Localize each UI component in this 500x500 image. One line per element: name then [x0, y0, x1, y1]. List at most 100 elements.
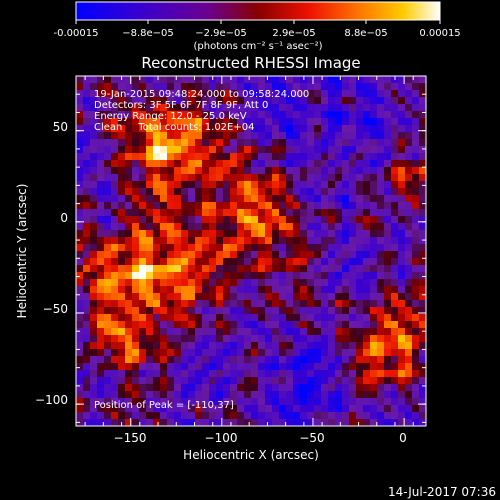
heatmap-cell	[209, 356, 217, 364]
heatmap-cell	[251, 258, 259, 266]
heatmap-cell	[377, 237, 385, 245]
heatmap-cell	[160, 76, 168, 84]
heatmap-cell	[237, 104, 245, 112]
heatmap-cell	[104, 251, 112, 259]
heatmap-cell	[405, 195, 413, 203]
heatmap-cell	[244, 363, 252, 371]
heatmap-cell	[356, 398, 364, 406]
heatmap-cell	[335, 153, 343, 161]
heatmap-cell	[272, 146, 280, 154]
heatmap-cell	[146, 412, 154, 420]
heatmap-cell	[272, 314, 280, 322]
heatmap-cell	[188, 398, 196, 406]
heatmap-cell	[209, 188, 217, 196]
heatmap-cell	[377, 335, 385, 343]
heatmap-cell	[419, 272, 426, 280]
heatmap-cell	[265, 90, 273, 98]
heatmap-cell	[160, 139, 168, 147]
heatmap-cell	[279, 83, 287, 91]
heatmap-cell	[167, 356, 175, 364]
heatmap-cell	[83, 265, 91, 273]
heatmap-cell	[174, 237, 182, 245]
heatmap-cell	[216, 328, 224, 336]
heatmap-cell	[286, 132, 294, 140]
heatmap-cell	[258, 419, 266, 426]
heatmap-cell	[202, 83, 210, 91]
heatmap-cell	[405, 90, 413, 98]
heatmap-cell	[272, 251, 280, 259]
heatmap-cell	[216, 125, 224, 133]
heatmap-cell	[132, 195, 140, 203]
heatmap-cell	[328, 118, 336, 126]
heatmap-cell	[181, 195, 189, 203]
heatmap-cell	[174, 174, 182, 182]
heatmap-cell	[321, 132, 329, 140]
heatmap-cell	[335, 356, 343, 364]
heatmap-cell	[251, 104, 259, 112]
heatmap-cell	[104, 349, 112, 357]
heatmap-cell	[349, 272, 357, 280]
heatmap-cell	[300, 307, 308, 315]
heatmap-cell	[125, 258, 133, 266]
heatmap-cell	[90, 174, 98, 182]
heatmap-cell	[286, 237, 294, 245]
heatmap-cell	[419, 209, 426, 217]
heatmap-cell	[265, 265, 273, 273]
heatmap-cell	[370, 146, 378, 154]
heatmap-cell	[216, 349, 224, 357]
heatmap-cell	[251, 244, 259, 252]
heatmap-cell	[237, 356, 245, 364]
colorbar-gradient	[75, 1, 441, 21]
heatmap-cell	[328, 244, 336, 252]
heatmap-cell	[370, 377, 378, 385]
heatmap-cell	[181, 251, 189, 259]
heatmap-cell	[342, 230, 350, 238]
heatmap-cell	[216, 223, 224, 231]
heatmap-cell	[202, 272, 210, 280]
heatmap-cell	[405, 335, 413, 343]
heatmap-cell	[279, 104, 287, 112]
heatmap-cell	[174, 76, 182, 84]
heatmap-cell	[286, 405, 294, 413]
heatmap-cell	[223, 419, 231, 426]
heatmap-cell	[139, 237, 147, 245]
heatmap-cell	[286, 111, 294, 119]
heatmap-cell	[111, 377, 119, 385]
heatmap-cell	[139, 230, 147, 238]
heatmap-cell	[293, 244, 301, 252]
heatmap-cell	[391, 202, 399, 210]
heatmap-cell	[223, 244, 231, 252]
heatmap-cell	[125, 195, 133, 203]
heatmap-cell	[363, 90, 371, 98]
heatmap-cell	[132, 83, 140, 91]
heatmap-cell	[195, 181, 203, 189]
heatmap-cell	[237, 293, 245, 301]
heatmap-cell	[209, 286, 217, 294]
heatmap-cell	[335, 181, 343, 189]
heatmap-cell	[384, 209, 392, 217]
heatmap-cell	[195, 363, 203, 371]
heatmap-cell	[104, 279, 112, 287]
heatmap-cell	[237, 167, 245, 175]
heatmap-cell	[279, 223, 287, 231]
heatmap-cell	[307, 370, 315, 378]
heatmap-cell	[132, 90, 140, 98]
heatmap-cell	[97, 223, 105, 231]
heatmap-cell	[209, 195, 217, 203]
heatmap-cell	[363, 188, 371, 196]
heatmap-cell	[335, 265, 343, 273]
heatmap-cell	[328, 279, 336, 287]
heatmap-cell	[391, 286, 399, 294]
heatmap-cell	[405, 272, 413, 280]
heatmap-cell	[251, 328, 259, 336]
heatmap-cell	[153, 419, 161, 426]
heatmap-cell	[272, 153, 280, 161]
heatmap-cell	[104, 160, 112, 168]
heatmap-cell	[335, 300, 343, 308]
heatmap-cell	[216, 272, 224, 280]
heatmap-cell	[356, 83, 364, 91]
heatmap-cell	[384, 321, 392, 329]
heatmap-cell	[167, 265, 175, 273]
heatmap-cell	[265, 349, 273, 357]
heatmap-cell	[174, 279, 182, 287]
